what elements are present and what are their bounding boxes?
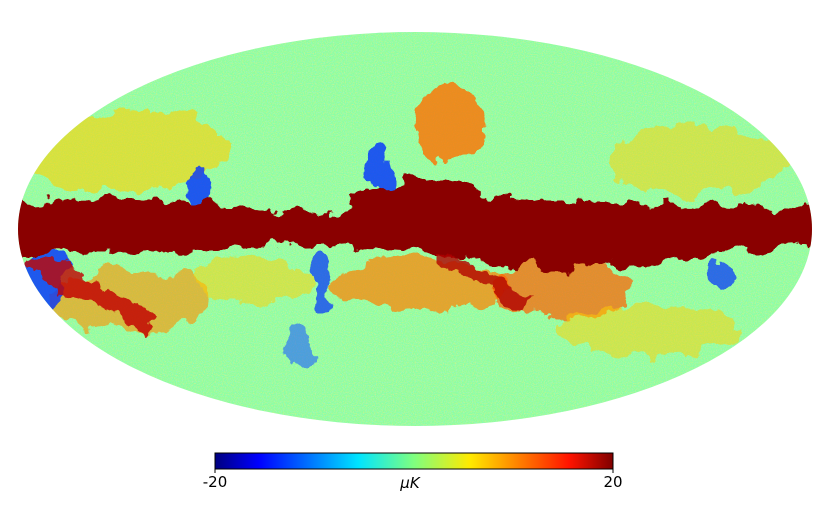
map-image xyxy=(18,32,812,426)
colorbar xyxy=(214,452,614,470)
colorbar-tick-label: 20 xyxy=(603,473,622,491)
colorbar-unit-label: μK xyxy=(399,474,421,492)
colorbar-tick-label: -20 xyxy=(203,473,228,491)
